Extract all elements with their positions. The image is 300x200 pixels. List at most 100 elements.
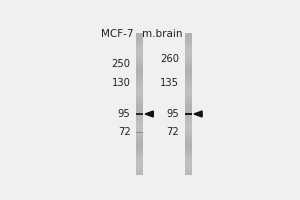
Bar — [185, 52, 192, 54]
Bar — [185, 104, 192, 106]
Polygon shape — [194, 111, 202, 117]
Bar — [136, 85, 143, 88]
Bar — [136, 64, 143, 66]
Bar — [185, 69, 192, 71]
Bar — [136, 88, 143, 90]
Bar — [136, 104, 143, 106]
Bar — [136, 66, 143, 69]
Bar — [136, 80, 143, 83]
Bar — [185, 114, 192, 116]
Bar — [185, 168, 192, 170]
Bar — [185, 116, 192, 118]
Bar — [185, 149, 192, 151]
Bar — [136, 132, 143, 133]
Bar — [185, 57, 192, 59]
Text: 72: 72 — [118, 127, 130, 137]
Bar — [185, 33, 192, 36]
Bar — [136, 125, 143, 128]
Bar — [136, 123, 143, 125]
Bar — [185, 118, 192, 121]
Bar — [185, 95, 192, 97]
Bar — [136, 33, 143, 36]
Bar — [185, 142, 192, 144]
Bar — [185, 43, 192, 45]
Text: 95: 95 — [167, 109, 179, 119]
Text: 130: 130 — [112, 78, 130, 88]
Bar — [185, 170, 192, 173]
Bar — [136, 151, 143, 154]
Bar — [136, 116, 143, 118]
Bar — [136, 106, 143, 109]
Polygon shape — [145, 111, 153, 117]
Bar — [185, 137, 192, 140]
Bar — [185, 62, 192, 64]
Bar — [185, 88, 192, 90]
Bar — [185, 128, 192, 130]
Bar — [185, 64, 192, 66]
Bar — [136, 147, 143, 149]
Bar — [136, 109, 143, 111]
Bar — [136, 73, 143, 76]
Bar — [185, 73, 192, 76]
Bar — [136, 43, 143, 45]
Bar — [136, 168, 143, 170]
Bar — [185, 123, 192, 125]
Bar — [185, 102, 192, 104]
Bar — [136, 142, 143, 144]
Bar — [185, 163, 192, 165]
Bar — [136, 135, 143, 137]
Bar — [185, 158, 192, 161]
Bar — [136, 59, 143, 62]
Bar — [136, 144, 143, 147]
Bar — [185, 97, 192, 99]
Bar — [185, 106, 192, 109]
Bar — [185, 154, 192, 156]
Bar — [136, 69, 143, 71]
Bar — [185, 99, 192, 102]
Bar — [136, 132, 143, 135]
Bar — [185, 121, 192, 123]
Bar — [136, 158, 143, 161]
Bar — [136, 113, 143, 115]
Bar — [136, 57, 143, 59]
Bar — [136, 149, 143, 151]
Text: 260: 260 — [160, 54, 179, 64]
Bar — [185, 36, 192, 38]
Bar — [185, 78, 192, 80]
Bar — [185, 140, 192, 142]
Bar — [185, 132, 192, 135]
Bar — [185, 83, 192, 85]
Bar — [136, 76, 143, 78]
Bar — [185, 59, 192, 62]
Bar — [136, 170, 143, 173]
Bar — [185, 147, 192, 149]
Bar — [136, 118, 143, 121]
Bar — [136, 173, 143, 175]
Bar — [136, 156, 143, 158]
Bar — [185, 109, 192, 111]
Bar — [136, 45, 143, 47]
Bar — [185, 144, 192, 147]
Bar — [185, 76, 192, 78]
Bar — [136, 50, 143, 52]
Bar — [136, 40, 143, 43]
Bar — [136, 47, 143, 50]
Bar — [136, 121, 143, 123]
Bar — [185, 38, 192, 40]
Bar — [185, 151, 192, 154]
Bar — [185, 135, 192, 137]
Bar — [185, 130, 192, 132]
Bar — [136, 95, 143, 97]
Bar — [185, 45, 192, 47]
Bar — [185, 50, 192, 52]
Bar — [185, 113, 192, 115]
Bar — [185, 173, 192, 175]
Bar — [136, 38, 143, 40]
Bar — [136, 83, 143, 85]
Bar — [136, 90, 143, 92]
Bar — [136, 71, 143, 73]
Bar — [136, 154, 143, 156]
Bar — [185, 156, 192, 158]
Bar — [185, 66, 192, 69]
Bar — [185, 47, 192, 50]
